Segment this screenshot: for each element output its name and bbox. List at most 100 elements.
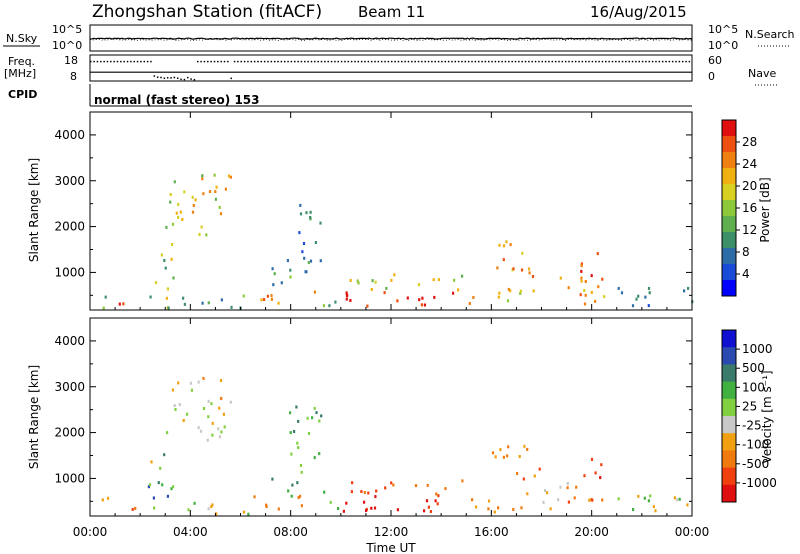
nave-point [668,60,671,63]
nave-point [514,60,517,63]
velocity-ylabel: Slant Range [km] [27,365,41,469]
nave-point [367,60,370,63]
colorbar-tick-label: 1000 [742,342,773,356]
freq-tick-bottom: 8 [70,70,77,83]
range-cell [597,285,600,289]
range-cell [520,268,524,272]
range-cell [502,258,505,262]
range-cell [314,241,317,244]
nave-point [384,60,386,63]
range-cell [396,508,399,512]
nave-point [474,60,477,63]
beam-label: Beam 11 [358,3,425,21]
range-cell [319,221,322,225]
range-cell [654,509,657,513]
range-cell [272,283,275,287]
nave-point [330,60,333,63]
range-cell [580,264,583,268]
nave-point [631,60,634,63]
range-cell [643,496,646,500]
range-cell [293,430,296,433]
nave-point [564,60,567,63]
range-cell [588,498,591,502]
range-cell [648,291,651,295]
range-cell [461,479,464,483]
range-cell [374,280,377,284]
range-cell [191,195,194,199]
nave-point [120,60,122,63]
range-cell [307,432,311,435]
range-cell [118,302,121,306]
nave-point [377,60,380,63]
range-cell [457,288,460,292]
colorbar-swatch [722,330,736,348]
range-cell [427,505,430,509]
range-cell [205,233,208,237]
nave-point [568,60,570,63]
nave-point [273,60,276,63]
range-cell [207,399,210,403]
time-axis: 00:00 04:00 08:00 12:00 16:00 20:00 00:00 [73,112,709,539]
range-cell [426,483,429,487]
nave-point [441,60,443,63]
range-cell [260,298,263,302]
range-cell [493,510,496,514]
range-cell [579,293,582,297]
nave-point [548,60,550,63]
nave-point [494,60,497,63]
nave-point [451,60,453,63]
range-cell [567,500,570,504]
range-cell [197,426,200,430]
nave-point [625,60,627,63]
nave-point [213,60,216,63]
nave-point [324,60,326,63]
range-cell [647,499,650,503]
range-cell [218,205,221,209]
cpid-text: normal (fast stereo) 153 [94,93,260,107]
nave-point [220,60,222,63]
range-cell [475,505,478,509]
range-cell [291,483,294,487]
range-cell [374,495,377,499]
range-cell [590,274,593,278]
nave-point [294,60,296,63]
range-cell [519,289,522,293]
range-cell [345,294,349,298]
range-cell [417,283,420,287]
nave-point [601,60,604,63]
range-cell [365,509,368,512]
range-cell [166,431,169,435]
nave-point [126,60,129,63]
range-cell [521,251,524,255]
colorbar-swatch [722,280,736,297]
range-cell [230,305,233,309]
range-cell [573,496,576,500]
range-cell [528,271,531,275]
nave-point [350,60,353,63]
nave-point [554,60,557,63]
range-cell [289,411,292,415]
nave-point [340,60,343,63]
range-cell [299,494,302,498]
range-cell [194,198,197,202]
nave-point [300,60,303,63]
range-cell [406,296,409,300]
range-cell [580,276,583,280]
range-cell [169,200,172,204]
range-cell [193,501,196,505]
colorbar-swatch [722,450,736,469]
station-title: Zhongshan Station (fitACF) [92,2,322,22]
range-cell [200,225,203,229]
range-cell [506,299,510,303]
range-cell [211,503,214,507]
range-cell [384,486,387,490]
nave-point [320,60,323,63]
range-cell [265,503,268,507]
range-cell [307,261,310,265]
range-cell [173,180,176,184]
colorbar-tick-label: -100 [742,438,769,452]
range-cell [498,243,501,247]
range-cell [169,193,172,196]
range-cell [452,291,455,295]
nave-point [498,60,500,63]
